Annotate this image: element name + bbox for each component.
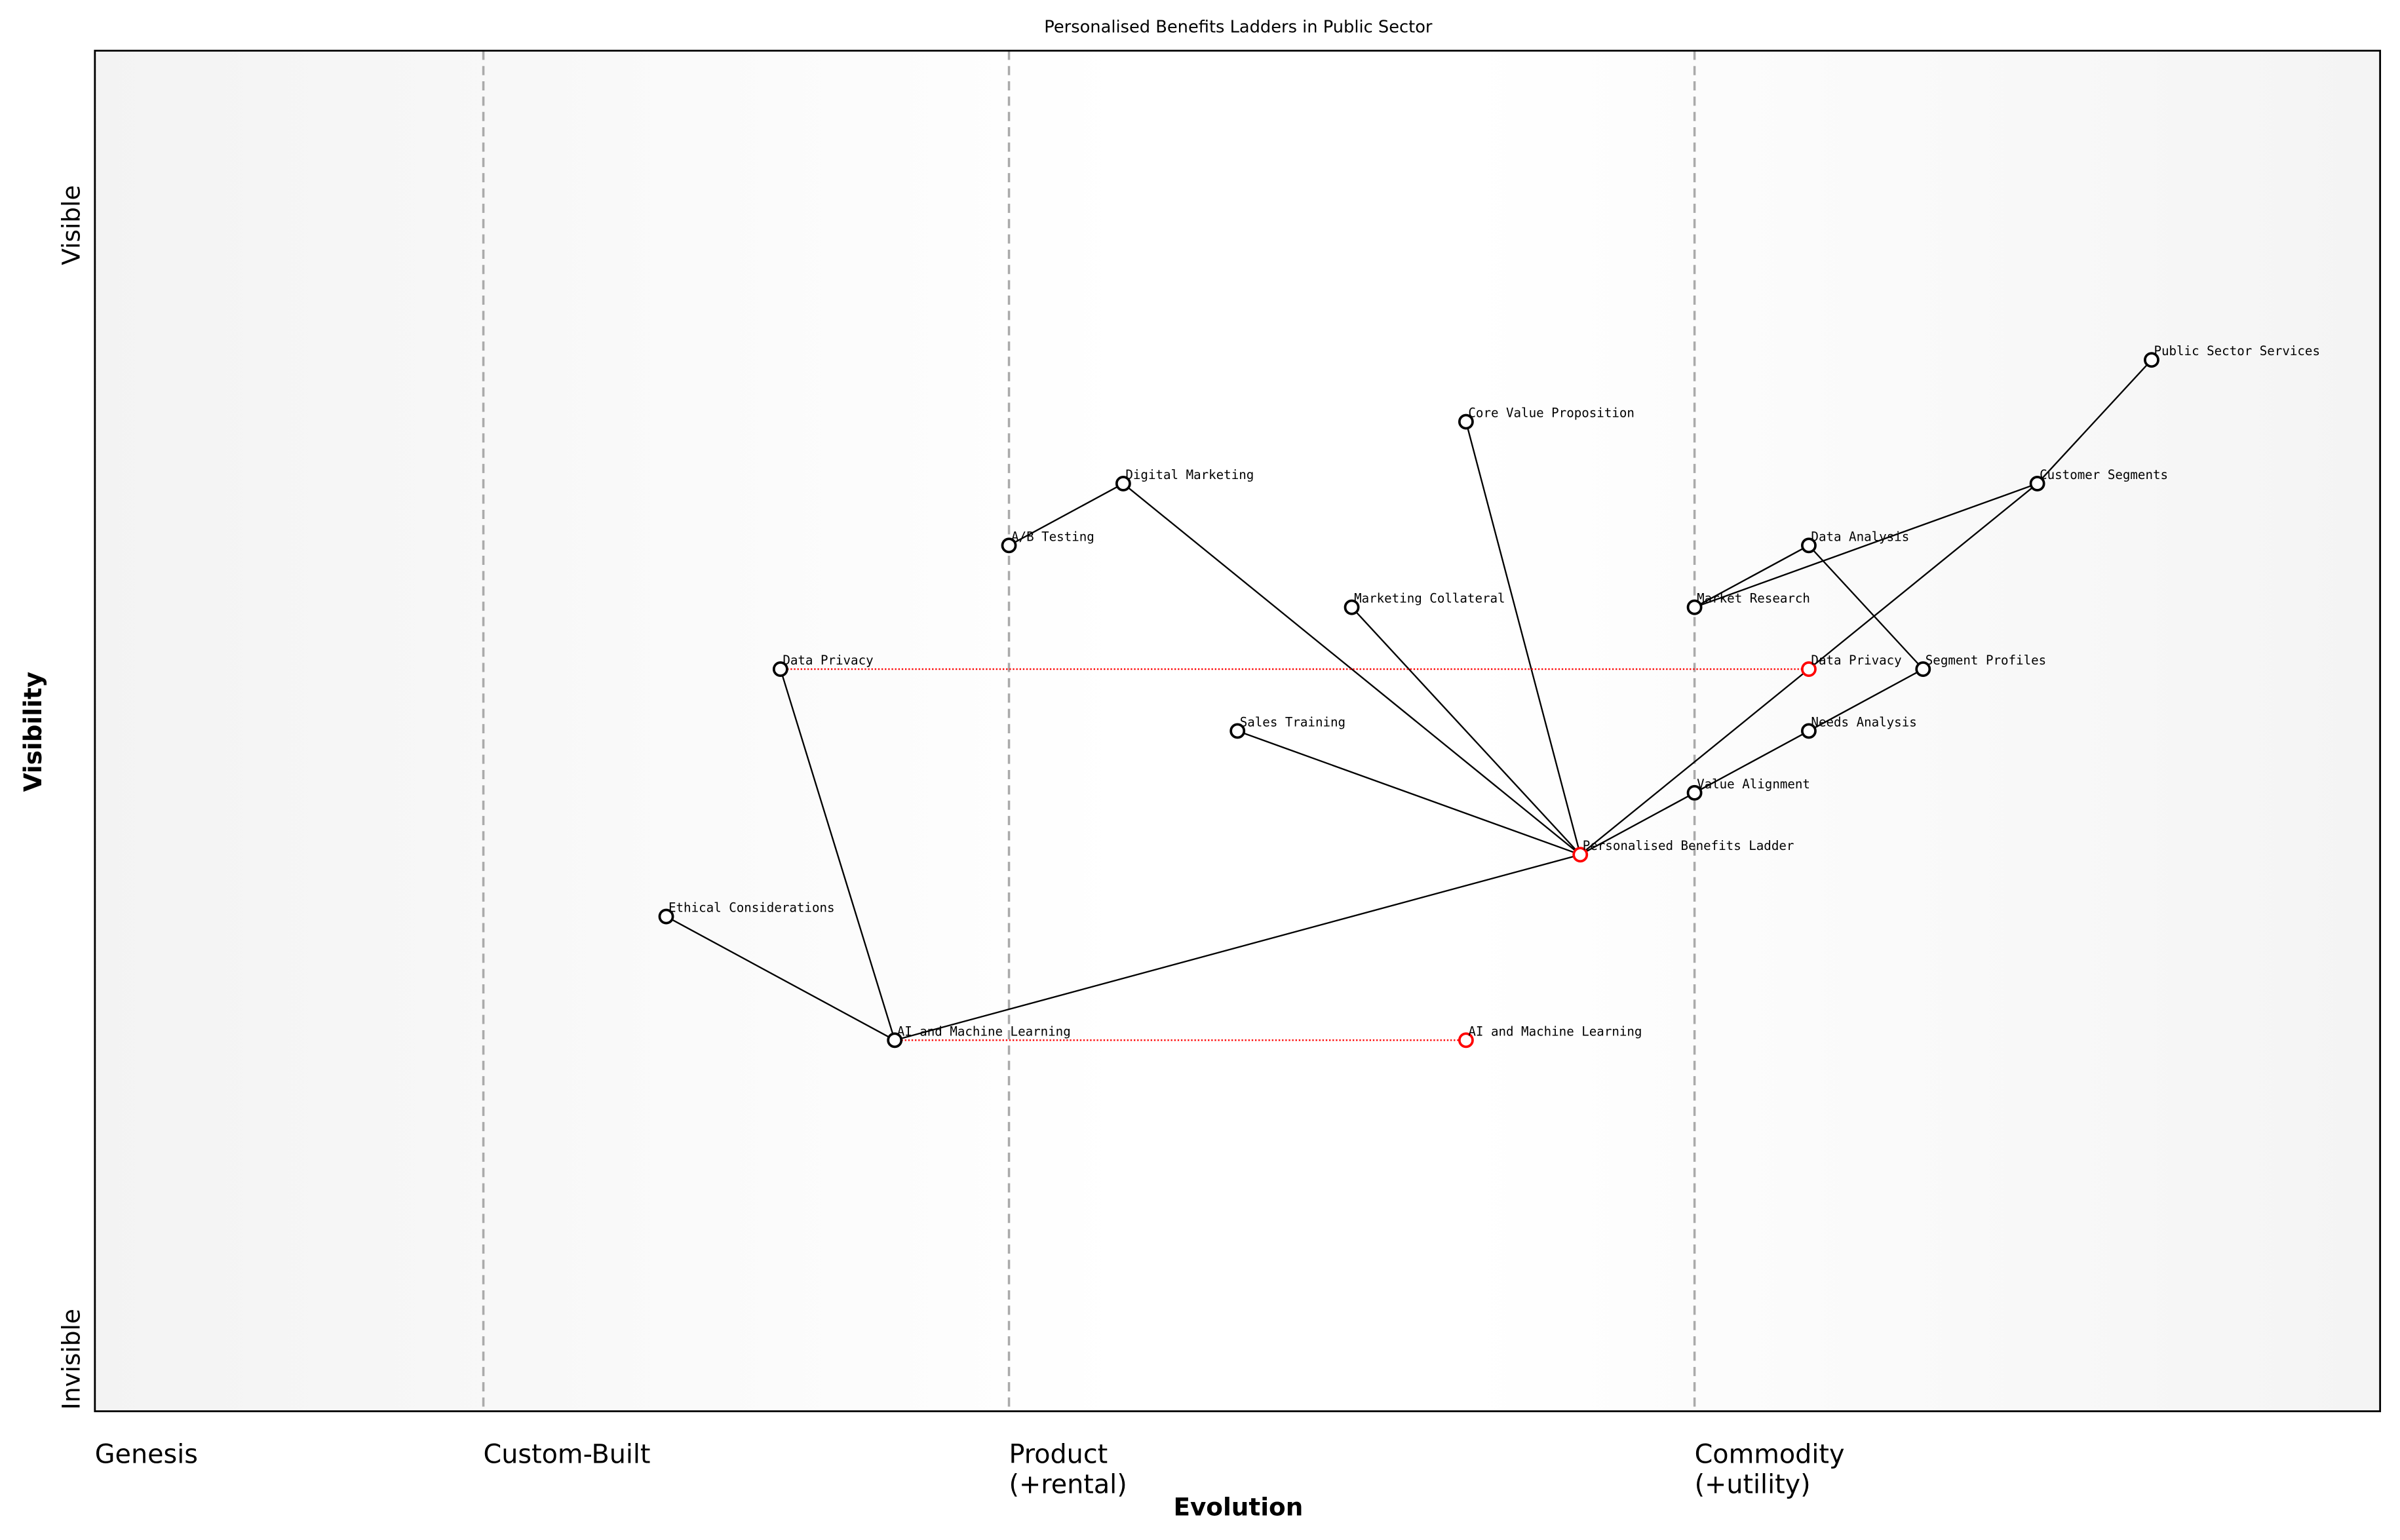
node-label: Public Sector Services: [2154, 343, 2320, 358]
stage-label: Custom-Built: [484, 1440, 651, 1470]
node-pbl[interactable]: Personalised Benefits Ladder: [1572, 838, 1794, 863]
node-mc[interactable]: Marketing Collateral: [1344, 591, 1505, 615]
node-label: Sales Training: [1240, 714, 1345, 729]
link-sp-na: [1808, 668, 1924, 732]
link-pbl-cvp: [1465, 421, 1581, 855]
node-da[interactable]: Data Analysis: [1801, 529, 1909, 554]
link-cs-mr: [1694, 482, 2038, 608]
link-cs-pss: [2036, 359, 2152, 484]
stage-label: Commodity (+utility): [1695, 1440, 1845, 1500]
node-marker[interactable]: [1801, 537, 1817, 554]
node-label: A/B Testing: [1011, 529, 1094, 544]
node-sp[interactable]: Segment Profiles: [1915, 653, 2046, 677]
node-label: Marketing Collateral: [1354, 591, 1505, 606]
node-marker[interactable]: [2029, 476, 2045, 491]
node-dm[interactable]: Digital Marketing: [1115, 467, 1254, 491]
link-na-va: [1694, 730, 1810, 794]
node-label: Data Privacy: [783, 653, 873, 668]
node-na[interactable]: Needs Analysis: [1801, 714, 1917, 739]
node-label: Needs Analysis: [1811, 714, 1916, 729]
node-marker[interactable]: [887, 1032, 903, 1049]
node-ai2[interactable]: AI and Machine Learning: [1458, 1024, 1642, 1049]
node-marker[interactable]: [1115, 476, 1131, 491]
node-marker[interactable]: [1915, 661, 1931, 677]
chart-title: Personalised Benefits Ladders in Public …: [1044, 17, 1433, 37]
link-pbl-mc: [1351, 606, 1581, 855]
node-mr[interactable]: Market Research: [1686, 591, 1810, 615]
node-marker[interactable]: [1344, 599, 1360, 615]
link-pbl-ai: [894, 854, 1581, 1041]
node-marker[interactable]: [772, 661, 788, 677]
node-label: Ethical Considerations: [668, 900, 835, 915]
node-label: Value Alignment: [1697, 777, 1810, 792]
link-pbl-dm: [1123, 483, 1581, 856]
node-marker[interactable]: [1686, 599, 1703, 615]
node-marker[interactable]: [1458, 414, 1474, 430]
y-axis-label: Visibility: [18, 672, 47, 792]
node-pss[interactable]: Public Sector Services: [2144, 343, 2320, 368]
node-marker[interactable]: [1801, 723, 1817, 739]
link-dm-ab: [1008, 482, 1124, 547]
link-ai-dp: [779, 668, 896, 1041]
link-pbl-va: [1579, 792, 1695, 856]
node-label: Core Value Proposition: [1468, 406, 1635, 421]
stage-label: Genesis: [95, 1440, 198, 1470]
node-st[interactable]: Sales Training: [1229, 714, 1345, 739]
node-label: Personalised Benefits Ladder: [1583, 838, 1794, 853]
node-label: AI and Machine Learning: [897, 1024, 1071, 1039]
node-label: Digital Marketing: [1125, 467, 1254, 482]
node-marker[interactable]: [658, 908, 674, 925]
y-top-label: Visible: [56, 185, 85, 265]
node-label: Customer Segments: [2040, 467, 2168, 482]
node-marker[interactable]: [1686, 784, 1703, 801]
link-mr-da: [1694, 545, 1810, 608]
stage-label: Product (+rental): [1009, 1440, 1127, 1500]
node-dp[interactable]: Data Privacy: [772, 653, 874, 677]
node-marker[interactable]: [1458, 1032, 1474, 1049]
node-label: Segment Profiles: [1926, 653, 2046, 668]
node-cvp[interactable]: Core Value Proposition: [1458, 406, 1635, 430]
node-ab[interactable]: A/B Testing: [1001, 529, 1094, 554]
node-marker[interactable]: [1572, 847, 1589, 863]
x-axis-label: Evolution: [1173, 1492, 1303, 1521]
node-label: Market Research: [1697, 591, 1810, 606]
link-da-sp: [1808, 545, 1924, 670]
link-ai-ec: [665, 915, 895, 1041]
node-dp2[interactable]: Data Privacy: [1801, 653, 1902, 677]
y-bottom-label: Invisible: [56, 1309, 85, 1410]
node-ec[interactable]: Ethical Considerations: [658, 900, 835, 925]
link-pbl-st: [1237, 730, 1581, 856]
node-label: Data Analysis: [1811, 529, 1909, 544]
node-label: Data Privacy: [1811, 653, 1901, 668]
node-marker[interactable]: [1229, 723, 1246, 739]
node-marker[interactable]: [1801, 661, 1817, 677]
node-marker[interactable]: [2144, 352, 2159, 368]
node-marker[interactable]: [1001, 537, 1017, 554]
node-cs[interactable]: Customer Segments: [2029, 467, 2168, 491]
plot-frame: [94, 49, 2382, 1412]
node-label: AI and Machine Learning: [1468, 1024, 1642, 1039]
node-va[interactable]: Value Alignment: [1686, 777, 1810, 801]
node-ai[interactable]: AI and Machine Learning: [887, 1024, 1071, 1049]
